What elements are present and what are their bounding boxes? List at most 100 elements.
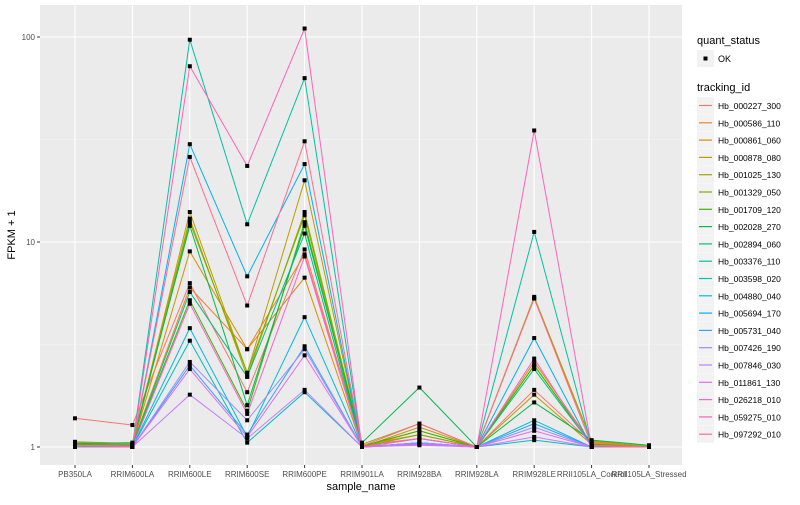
data-point: [417, 425, 422, 430]
legend-item: Hb_000227_300: [697, 97, 781, 114]
data-point: [302, 275, 307, 280]
data-point: [302, 210, 307, 215]
data-point: [187, 367, 192, 372]
x-tick-label: RRIM600SE: [225, 470, 269, 479]
legend-label: Hb_005731_040: [718, 326, 781, 336]
legend-label: Hb_011861_130: [718, 378, 781, 388]
data-point: [187, 154, 192, 159]
data-point: [302, 178, 307, 183]
data-point: [417, 432, 422, 437]
legend-label: Hb_000586_110: [718, 118, 781, 128]
legend-label: Hb_002028_270: [718, 222, 781, 232]
x-tick-label: RRIM600LE: [168, 470, 212, 479]
data-point: [245, 403, 250, 408]
legend-label: Hb_005694_170: [718, 309, 781, 319]
data-point: [302, 247, 307, 252]
data-point: [187, 301, 192, 306]
data-point: [130, 444, 135, 449]
data-point: [532, 229, 537, 234]
data-point: [417, 421, 422, 426]
data-point: [302, 231, 307, 236]
legend-item: Hb_011861_130: [697, 373, 781, 391]
data-point: [417, 442, 422, 447]
x-tick-label: RRIM928BA: [397, 470, 442, 479]
legend-shape-title: quant_status: [697, 35, 760, 47]
legend-item: Hb_059275_010: [697, 408, 781, 426]
legend-item: Hb_005694_170: [697, 304, 781, 322]
y-tick-label: 100: [22, 33, 36, 42]
data-point: [532, 425, 537, 430]
y-axis-title: FPKM + 1: [6, 210, 18, 259]
legend-label: Hb_000861_060: [718, 136, 781, 146]
x-tick-label: RRII105LA_Stressed: [611, 470, 686, 479]
legend-item: Hb_003598_020: [697, 270, 781, 287]
data-point: [245, 432, 250, 437]
x-tick-label: RRII105LA_Control: [557, 470, 627, 479]
data-point: [302, 353, 307, 358]
data-point: [474, 445, 479, 449]
data-point: [647, 445, 651, 449]
data-point: [532, 400, 537, 405]
legend-label: Hb_004880_040: [718, 291, 781, 301]
data-point: [187, 392, 192, 397]
data-point: [187, 220, 192, 225]
data-point: [532, 296, 537, 301]
data-point: [532, 438, 537, 443]
data-point: [187, 326, 192, 331]
data-point: [245, 411, 250, 416]
legend-label: Hb_097292_010: [718, 430, 781, 440]
data-point: [187, 298, 192, 303]
legend-label: Hb_003376_110: [718, 257, 781, 267]
data-point: [187, 338, 192, 343]
data-point: [245, 440, 250, 445]
data-point: [245, 374, 250, 379]
data-point: [187, 210, 192, 215]
data-point: [73, 416, 77, 421]
data-point: [360, 444, 364, 449]
data-point: [589, 443, 594, 448]
legend-label: Hb_000878_080: [718, 153, 781, 163]
legend-label: Hb_001709_120: [718, 205, 781, 215]
x-axis: PB350LA RRIM600LA RRIM600LE RRIM600SE RRIM60…: [58, 465, 687, 479]
y-axis: 1 10 100: [22, 33, 40, 452]
legend-label: Hb_001025_130: [718, 170, 781, 180]
y-tick-label: 10: [26, 238, 35, 247]
data-point: [130, 423, 135, 428]
legend-item: Hb_000878_080: [697, 148, 781, 166]
x-tick-label: PB350LA: [58, 470, 92, 479]
data-point: [245, 222, 250, 227]
data-point: [245, 274, 250, 279]
data-point: [302, 315, 307, 320]
series-points: [73, 26, 651, 449]
legend-item: Hb_005731_040: [697, 321, 781, 339]
data-point: [417, 428, 422, 433]
legend-shape-point: [703, 56, 708, 61]
legend-shape-label: OK: [718, 54, 731, 64]
data-point: [532, 363, 537, 368]
x-tick-label: RRIM901LA: [340, 470, 384, 479]
data-point: [360, 440, 364, 445]
x-axis-title: sample_name: [326, 481, 395, 493]
legend-item: Hb_002028_270: [697, 218, 781, 236]
data-point: [245, 408, 250, 413]
data-point: [130, 440, 135, 445]
data-point: [302, 223, 307, 228]
plot-panel: [40, 5, 682, 465]
legend-item: Hb_001025_130: [697, 166, 781, 184]
data-point: [302, 220, 307, 225]
y-tick-label: 1: [31, 443, 36, 452]
data-point: [187, 223, 192, 228]
legend-label: Hb_001329_050: [718, 188, 781, 198]
legend-item: Hb_000586_110: [697, 114, 781, 132]
data-point: [302, 254, 307, 259]
data-point: [245, 347, 250, 352]
legend-item: Hb_007426_190: [697, 339, 781, 357]
legend-item: Hb_007846_030: [697, 356, 781, 374]
data-point: [417, 385, 422, 390]
data-point: [302, 344, 307, 349]
data-point: [302, 347, 307, 352]
legend-item: Hb_001329_050: [697, 183, 781, 201]
data-point: [245, 390, 250, 395]
data-point: [302, 387, 307, 392]
data-point: [532, 392, 537, 397]
